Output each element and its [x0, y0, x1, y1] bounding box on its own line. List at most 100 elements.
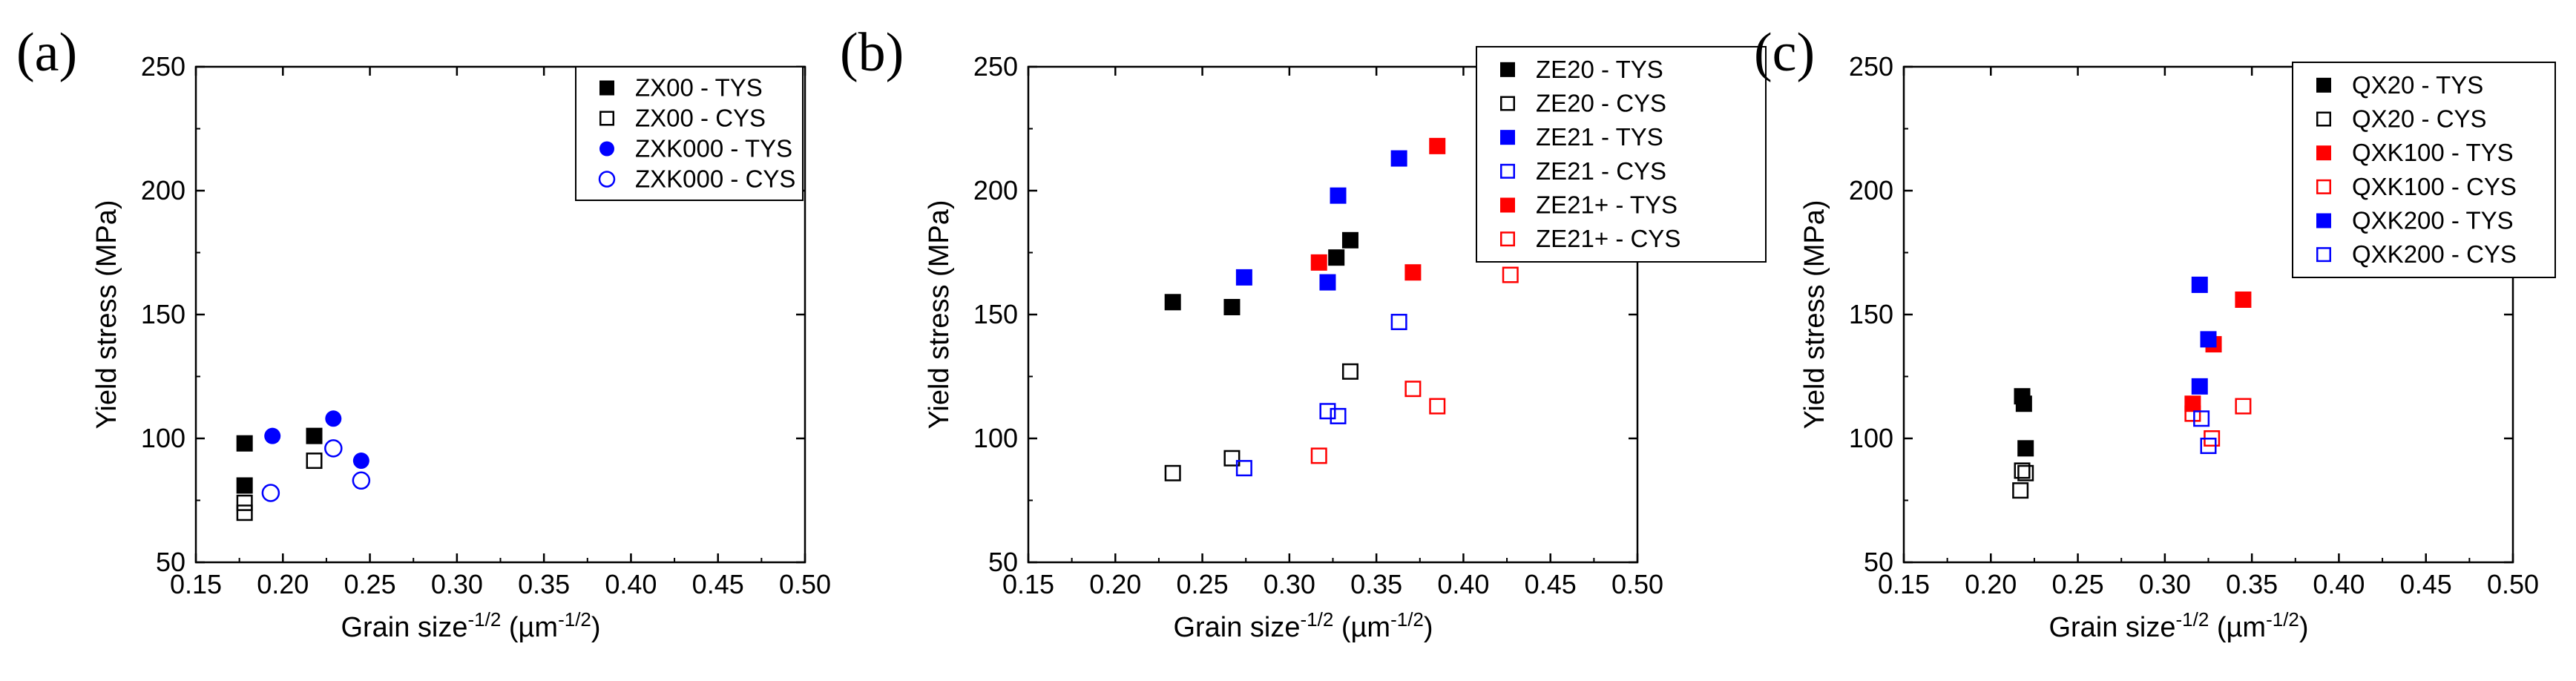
legend-marker — [1500, 231, 1515, 247]
y-tick-label: 50 — [156, 547, 185, 577]
data-point — [2012, 482, 2029, 499]
legend-label: ZE21+ - TYS — [1536, 191, 1678, 219]
y-tick-label: 50 — [1864, 547, 1893, 577]
legend-label: ZE21 - TYS — [1536, 123, 1663, 151]
y-tick-label: 100 — [1849, 423, 1893, 453]
x-tick-label: 0.45 — [1525, 569, 1577, 599]
data-point — [1390, 150, 1407, 167]
x-axis-title-xlabel-close: ) — [1424, 612, 1433, 643]
x-tick-label: 0.25 — [344, 569, 396, 599]
data-point — [1502, 266, 1519, 283]
legend-marker — [599, 141, 614, 157]
legend-box — [1476, 46, 1767, 263]
legend-marker — [2316, 213, 2331, 228]
data-point — [1404, 264, 1422, 281]
data-point — [236, 435, 253, 452]
x-axis-title-xlabel-unit: (µm — [1333, 612, 1390, 643]
legend-marker — [2316, 247, 2331, 263]
legend-marker — [1500, 197, 1515, 213]
y-tick-label: 250 — [973, 51, 1018, 82]
legend-label: ZXK000 - TYS — [635, 135, 792, 162]
x-tick-label: 0.15 — [1002, 569, 1054, 599]
y-tick-label: 150 — [1849, 299, 1893, 329]
data-point — [1341, 363, 1358, 380]
legend-label: QXK100 - CYS — [2352, 173, 2517, 200]
y-tick-label: 200 — [1849, 175, 1893, 205]
y-tick-label: 200 — [141, 175, 185, 205]
legend-marker — [599, 111, 614, 126]
legend-label: ZE21 - CYS — [1536, 157, 1666, 185]
data-point — [352, 471, 371, 490]
legend-marker — [1500, 163, 1515, 179]
legend-marker — [2316, 145, 2331, 161]
series-1 — [1164, 363, 1358, 481]
series-0 — [1164, 231, 1358, 315]
series-5 — [1310, 266, 1519, 464]
x-tick-label: 0.50 — [1611, 569, 1663, 599]
data-point — [352, 453, 369, 470]
y-axis-title: Yield stress (MPa) — [924, 200, 955, 430]
y-tick-label: 250 — [1849, 51, 1893, 82]
x-axis-title-xlabel-main: Grain size — [1173, 612, 1300, 643]
data-point — [2193, 410, 2210, 427]
panel-c: (c) 0.15 0.20 0.25 0.30 0.35 0.40 0.45 0.50 50 100… — [1754, 22, 2556, 643]
legend-label: QXK200 - TYS — [2352, 207, 2514, 234]
legend-marker — [1500, 96, 1515, 111]
series-2 — [2184, 291, 2252, 412]
y-axis-title: Yield stress (MPa) — [91, 200, 122, 430]
legend: QX20 - TYS QX20 - CYS QXK100 - TYS QXK100 -… — [2292, 62, 2556, 278]
x-tick-label: 0.40 — [2313, 569, 2365, 599]
legend-label: QXK200 - CYS — [2352, 240, 2517, 268]
x-tick-label: 0.40 — [1437, 569, 1489, 599]
data-point — [1223, 450, 1241, 467]
legend-label: ZXK000 - CYS — [635, 165, 795, 193]
x-axis-title-xlabel-sup: -1/2 — [2176, 608, 2209, 631]
panel-label: (c) — [1754, 22, 1815, 83]
legend-label: ZE20 - CYS — [1536, 90, 1666, 117]
legend-marker — [599, 80, 614, 96]
x-tick-label: 0.15 — [170, 569, 222, 599]
x-axis-title-xlabel-unit-sup: -1/2 — [558, 608, 591, 631]
data-point — [2235, 398, 2252, 415]
x-tick-label: 0.25 — [1177, 569, 1229, 599]
x-tick-label: 0.30 — [431, 569, 483, 599]
data-point — [1310, 254, 1327, 271]
y-tick-label: 150 — [973, 299, 1018, 329]
x-axis-title-xlabel-unit: (µm — [2209, 612, 2266, 643]
x-axis-title-xlabel-close: ) — [591, 612, 601, 643]
y-tick-label: 200 — [973, 175, 1018, 205]
data-point — [236, 504, 253, 522]
data-point — [2184, 395, 2201, 412]
legend-label: ZX00 - CYS — [635, 105, 766, 132]
data-point — [1404, 381, 1422, 398]
legend-label: QX20 - TYS — [2352, 71, 2483, 99]
x-axis-title-xlabel-main: Grain size — [341, 612, 467, 643]
data-point — [264, 427, 281, 444]
data-point — [2191, 378, 2208, 395]
x-axis-title-xlabel-sup: -1/2 — [1301, 608, 1334, 631]
x-axis-title: Grain size-1/2 (µm-1/2) — [2048, 608, 2308, 643]
legend-marker — [1500, 130, 1515, 145]
y-axis-title: Yield stress (MPa) — [1799, 200, 1830, 430]
data-point — [1223, 298, 1241, 315]
x-tick-label: 0.50 — [779, 569, 831, 599]
data-point — [325, 410, 342, 427]
data-point — [1390, 314, 1407, 331]
y-tick-label: 100 — [973, 423, 1018, 453]
data-point — [261, 484, 280, 502]
data-point — [1429, 137, 1446, 154]
panel-a: (a) 0.15 0.20 0.25 0.30 0.35 0.40 0.45 0.50 50 100… — [16, 22, 831, 643]
legend-label: QXK100 - TYS — [2352, 139, 2514, 166]
series-0 — [236, 427, 323, 494]
x-tick-label: 0.30 — [1264, 569, 1315, 599]
legend-label: QX20 - CYS — [2352, 105, 2487, 133]
series-2 — [1235, 150, 1407, 291]
legend: ZE20 - TYS ZE20 - CYS ZE21 - TYS ZE21 - CYS… — [1476, 46, 1767, 263]
series-1 — [236, 453, 323, 522]
x-axis-title-xlabel-sup: -1/2 — [468, 608, 502, 631]
legend-label: ZX00 - TYS — [635, 74, 763, 102]
series-3 — [2184, 398, 2252, 447]
data-point — [306, 453, 323, 470]
y-tick-label: 50 — [988, 547, 1018, 577]
